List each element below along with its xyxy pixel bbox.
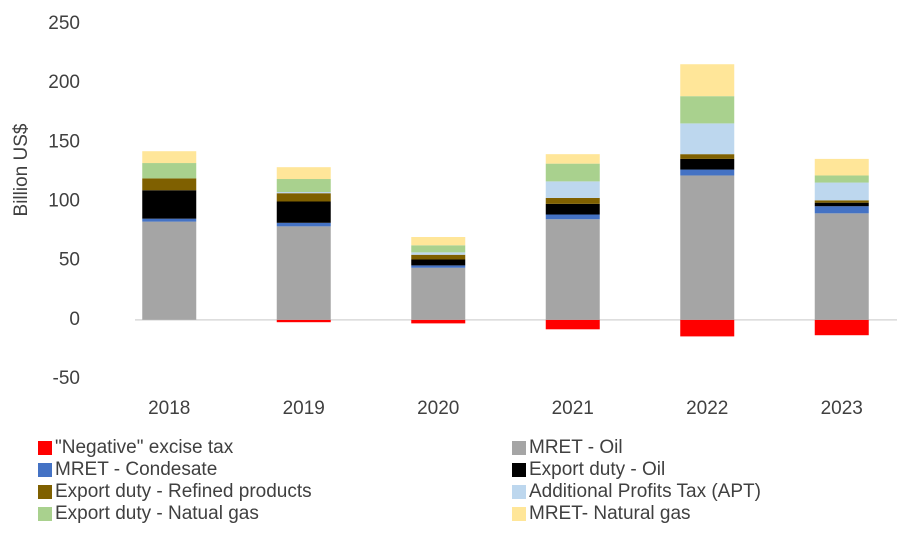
x-tick-label: 2022 [686, 398, 728, 419]
bar-segment [142, 151, 197, 164]
bar-segment [814, 202, 869, 207]
y-tick-label: 250 [48, 13, 80, 34]
bar-segment [680, 64, 735, 97]
bar-segment [411, 254, 466, 260]
legend-label: "Negative" excise tax [55, 437, 234, 458]
bar-segment [814, 175, 869, 183]
bar-segment [411, 265, 466, 268]
bar-segment [276, 319, 331, 323]
bar-segment [276, 222, 331, 227]
y-tick-label: 150 [48, 131, 80, 152]
x-tick-label: 2020 [417, 398, 459, 419]
bar-segment [680, 175, 735, 320]
bar-segment [411, 267, 466, 320]
bar-segment [142, 221, 197, 320]
bar-segment [814, 200, 869, 203]
bar-segment [680, 158, 735, 170]
bar-segment [276, 193, 331, 202]
bar-segment [545, 181, 600, 198]
bar-segment [814, 319, 869, 336]
y-tick-label: 200 [48, 72, 80, 93]
bar-segment [142, 163, 197, 179]
bar-segment [680, 96, 735, 124]
bar-segment [680, 123, 735, 155]
bar-segment [680, 319, 735, 337]
legend-swatch [38, 463, 52, 477]
bar-segment [680, 154, 735, 159]
legend-label: MRET - Oil [529, 437, 623, 458]
legend-swatch [512, 463, 526, 477]
bar-segment [276, 192, 331, 194]
legend-swatch [512, 485, 526, 499]
y-tick-label: 50 [59, 250, 80, 271]
legend-label: MRET- Natural gas [529, 503, 691, 524]
bar-segment [814, 213, 869, 320]
bar-segment [545, 197, 600, 204]
legend-swatch [512, 507, 526, 521]
legend-label: Export duty - Natual gas [55, 503, 259, 524]
bar-segment [545, 214, 600, 220]
bar-segment [814, 182, 869, 201]
x-tick-label: 2018 [148, 398, 190, 419]
bar-segment [814, 206, 869, 214]
bar-segment [545, 154, 600, 164]
bar-segment [545, 163, 600, 182]
x-tick-label: 2023 [821, 398, 863, 419]
y-tick-label: -50 [53, 368, 80, 389]
y-axis-label: Billion US$ [11, 123, 32, 216]
y-tick-label: 100 [48, 191, 80, 212]
bar-segment [411, 319, 466, 324]
bar-segment [545, 219, 600, 320]
bar-segment [276, 201, 331, 223]
bar-segment [142, 190, 197, 219]
y-tick-label: 0 [69, 309, 80, 330]
legend-label: Export duty - Refined products [55, 481, 312, 502]
x-tick-label: 2021 [552, 398, 594, 419]
bar-segment [276, 226, 331, 320]
bar-segment [545, 319, 600, 330]
legend-swatch [512, 441, 526, 455]
bar-segment [814, 158, 869, 176]
bar-segment [142, 178, 197, 191]
legend-label: Additional Profits Tax (APT) [529, 481, 761, 502]
legend-label: MRET - Condesate [55, 459, 217, 480]
legend-swatch [38, 485, 52, 499]
bar-segment [545, 203, 600, 215]
bar-segment [411, 259, 466, 266]
legend-swatch [38, 507, 52, 521]
bar-segment [680, 169, 735, 176]
legend-swatch [38, 441, 52, 455]
legend-label: Export duty - Oil [529, 459, 665, 480]
bar-segment [276, 167, 331, 180]
bar-segment [411, 237, 466, 246]
bar-segment [411, 252, 466, 255]
bar-segment [142, 218, 197, 222]
bar-segment [411, 245, 466, 253]
bar-segment [276, 179, 331, 193]
x-tick-label: 2019 [283, 398, 325, 419]
